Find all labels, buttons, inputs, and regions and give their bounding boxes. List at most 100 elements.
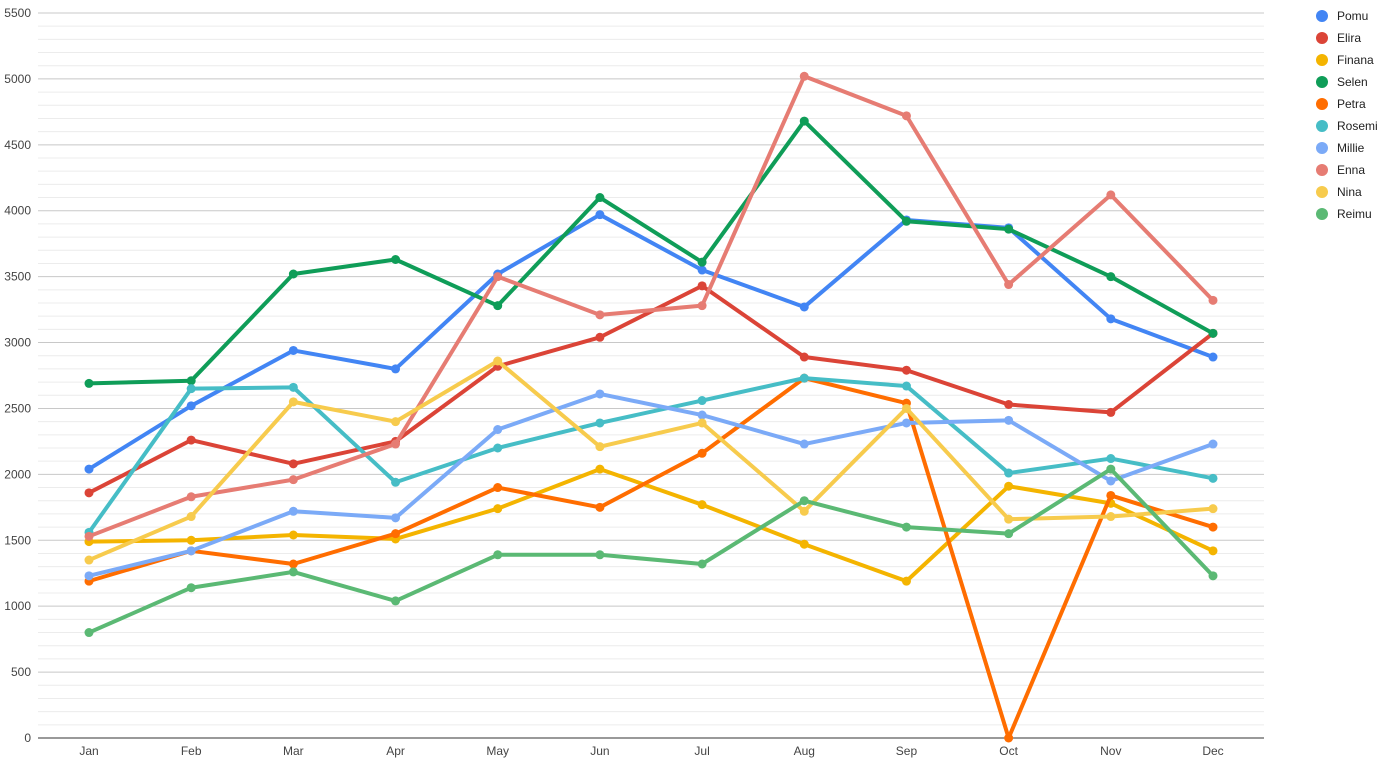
data-point[interactable] [1106, 490, 1116, 500]
data-point[interactable] [84, 378, 94, 388]
series-line[interactable] [87, 359, 1215, 563]
data-point[interactable] [697, 418, 707, 428]
data-point[interactable] [84, 488, 94, 498]
series-line[interactable] [87, 391, 1215, 578]
data-point[interactable] [1004, 224, 1014, 234]
data-point[interactable] [288, 530, 298, 540]
data-point[interactable] [1106, 454, 1116, 464]
data-point[interactable] [595, 332, 605, 342]
data-point[interactable] [186, 512, 196, 522]
data-point[interactable] [391, 439, 401, 449]
data-point[interactable] [595, 502, 605, 512]
data-point[interactable] [595, 464, 605, 474]
data-point[interactable] [697, 265, 707, 275]
data-point[interactable] [595, 210, 605, 220]
data-point[interactable] [84, 555, 94, 565]
data-point[interactable] [1208, 571, 1218, 581]
data-point[interactable] [288, 459, 298, 469]
data-point[interactable] [1208, 546, 1218, 556]
data-point[interactable] [1208, 328, 1218, 338]
data-point[interactable] [1208, 352, 1218, 362]
data-point[interactable] [799, 506, 809, 516]
legend-item-rosemi[interactable]: Rosemi [1316, 115, 1378, 137]
data-point[interactable] [84, 531, 94, 541]
legend-item-reimu[interactable]: Reimu [1316, 203, 1378, 225]
data-point[interactable] [391, 513, 401, 523]
series-line[interactable] [87, 467, 1215, 584]
data-point[interactable] [493, 272, 503, 282]
data-point[interactable] [84, 571, 94, 581]
data-point[interactable] [1106, 476, 1116, 486]
data-point[interactable] [595, 310, 605, 320]
data-point[interactable] [1208, 522, 1218, 532]
data-point[interactable] [799, 71, 809, 81]
data-point[interactable] [901, 111, 911, 121]
data-point[interactable] [799, 116, 809, 126]
data-point[interactable] [1208, 504, 1218, 514]
data-point[interactable] [901, 522, 911, 532]
data-point[interactable] [1004, 280, 1014, 290]
data-point[interactable] [1106, 512, 1116, 522]
data-point[interactable] [493, 504, 503, 514]
data-point[interactable] [595, 550, 605, 560]
legend-item-nina[interactable]: Nina [1316, 181, 1378, 203]
legend-item-finana[interactable]: Finana [1316, 49, 1378, 71]
data-point[interactable] [288, 397, 298, 407]
series-line[interactable] [87, 119, 1215, 386]
data-point[interactable] [186, 535, 196, 545]
data-point[interactable] [697, 301, 707, 311]
data-point[interactable] [595, 418, 605, 428]
data-point[interactable] [1004, 468, 1014, 478]
data-point[interactable] [288, 506, 298, 516]
data-point[interactable] [288, 567, 298, 577]
data-point[interactable] [288, 345, 298, 355]
data-point[interactable] [697, 448, 707, 458]
data-point[interactable] [84, 628, 94, 638]
data-point[interactable] [901, 403, 911, 413]
data-point[interactable] [595, 442, 605, 452]
data-point[interactable] [391, 417, 401, 427]
series-line[interactable] [87, 74, 1215, 539]
data-point[interactable] [1004, 514, 1014, 524]
data-point[interactable] [901, 418, 911, 428]
legend-item-pomu[interactable]: Pomu [1316, 5, 1378, 27]
data-point[interactable] [1208, 295, 1218, 305]
data-point[interactable] [595, 193, 605, 203]
data-point[interactable] [84, 464, 94, 474]
data-point[interactable] [493, 425, 503, 435]
data-point[interactable] [901, 365, 911, 375]
data-point[interactable] [288, 475, 298, 485]
data-point[interactable] [1106, 464, 1116, 474]
data-point[interactable] [697, 410, 707, 420]
series-line[interactable] [87, 376, 1215, 740]
data-point[interactable] [697, 257, 707, 267]
data-point[interactable] [799, 439, 809, 449]
data-point[interactable] [493, 443, 503, 453]
series-line[interactable] [87, 467, 1215, 635]
data-point[interactable] [901, 381, 911, 391]
data-point[interactable] [697, 396, 707, 406]
data-point[interactable] [595, 389, 605, 399]
legend-item-millie[interactable]: Millie [1316, 137, 1378, 159]
data-point[interactable] [493, 550, 503, 560]
legend-item-enna[interactable]: Enna [1316, 159, 1378, 181]
data-point[interactable] [186, 376, 196, 386]
data-point[interactable] [799, 373, 809, 383]
data-point[interactable] [1004, 733, 1014, 743]
series-line[interactable] [87, 212, 1215, 472]
data-point[interactable] [1004, 481, 1014, 491]
data-point[interactable] [1106, 190, 1116, 200]
data-point[interactable] [1004, 529, 1014, 539]
data-point[interactable] [799, 539, 809, 549]
data-point[interactable] [1208, 473, 1218, 483]
data-point[interactable] [901, 576, 911, 586]
data-point[interactable] [901, 216, 911, 226]
data-point[interactable] [391, 477, 401, 487]
data-point[interactable] [1106, 272, 1116, 282]
data-point[interactable] [1106, 407, 1116, 417]
data-point[interactable] [186, 546, 196, 556]
data-point[interactable] [186, 583, 196, 593]
data-point[interactable] [1208, 439, 1218, 449]
data-point[interactable] [186, 492, 196, 502]
data-point[interactable] [799, 302, 809, 312]
